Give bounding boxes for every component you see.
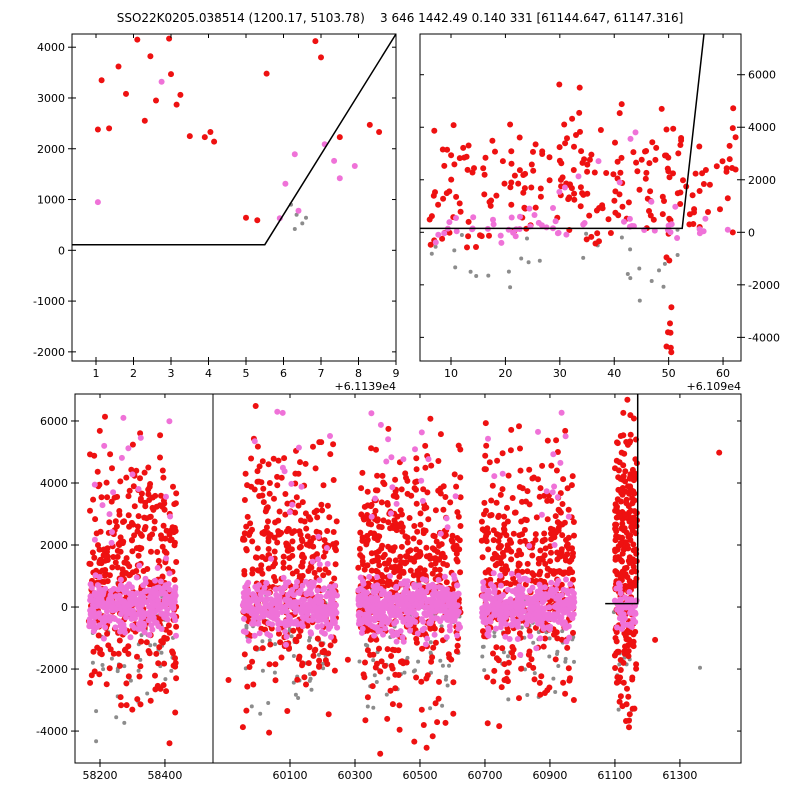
x-tick-label: 60: [716, 367, 730, 380]
x-tick-label: 58200: [83, 769, 118, 782]
scatter-points: [420, 34, 739, 356]
y-tick-label: 2000: [40, 539, 68, 552]
y-tick-label: 0: [61, 601, 68, 614]
x-tick-label: 30: [553, 367, 567, 380]
x-tick-label: 8: [355, 367, 362, 380]
y-tick-label: 4000: [748, 121, 776, 134]
y-tick-label: 4000: [37, 41, 65, 54]
x-tick-label: 61300: [662, 769, 697, 782]
x-tick-label: 60700: [467, 769, 502, 782]
y-tick-label: -4000: [36, 725, 68, 738]
x-tick-label: 58400: [147, 769, 182, 782]
y-tick-label: 2000: [748, 174, 776, 187]
x-offset-label: +6.109e4: [687, 380, 741, 393]
x-tick-label: 2: [130, 367, 137, 380]
x-tick-label: 50: [662, 367, 676, 380]
x-tick-label: 3: [168, 367, 175, 380]
axes-frame: [71, 33, 397, 362]
y-tick-label: 0: [748, 226, 755, 239]
x-tick-label: 61100: [597, 769, 632, 782]
y-tick-label: -2000: [33, 346, 65, 359]
axes-frame: [419, 33, 742, 362]
chart-bottom: 58200 58400 60100 60300 60500 60700 60900 61100…: [36, 393, 742, 782]
x-tick-label: 10: [444, 367, 458, 380]
chart-top-right: 10 20 30 40 50 60 -4000 -2000 0 2000 4000 6000 +6.10…: [419, 33, 780, 393]
threshold-line: [420, 34, 705, 230]
chart-top-left: 1 2 3 4 5 6 7 8 9 -2000 -1000 0 1000 2000 3000 4000 +6.1…: [33, 33, 400, 393]
x-tick-label: 1: [93, 367, 100, 380]
x-tick-label: 20: [498, 367, 512, 380]
x-tick-label: 7: [318, 367, 325, 380]
threshold-line: [72, 34, 396, 246]
scatter-points: [72, 34, 396, 246]
y-tick-label: 1000: [37, 194, 65, 207]
x-offset-label: +6.1139e4: [335, 380, 396, 393]
x-tick-label: 5: [243, 367, 250, 380]
y-tick-label: -2000: [748, 279, 780, 292]
threshold-line: [605, 394, 639, 605]
y-tick-label: 6000: [748, 69, 776, 82]
y-tick-label: 2000: [37, 143, 65, 156]
y-tick-label: -2000: [36, 663, 68, 676]
x-tick-label: 4: [205, 367, 212, 380]
axes-frame: [74, 393, 742, 764]
y-tick-label: 4000: [40, 477, 68, 490]
y-tick-label: -4000: [748, 331, 780, 344]
x-tick-label: 60300: [337, 769, 372, 782]
scatter-points: [85, 394, 723, 757]
y-tick-label: 3000: [37, 92, 65, 105]
x-tick-label: 9: [393, 367, 400, 380]
y-tick-label: -1000: [33, 295, 65, 308]
x-tick-label: 60500: [402, 769, 437, 782]
y-tick-label: 0: [58, 244, 65, 257]
y-tick-label: 6000: [40, 415, 68, 428]
x-tick-label: 40: [607, 367, 621, 380]
x-tick-label: 6: [280, 367, 287, 380]
x-tick-label: 60100: [273, 769, 308, 782]
figure-title: SSO22K0205.038514 (1200.17, 5103.78) 3 6…: [116, 11, 684, 25]
x-tick-label: 60900: [532, 769, 567, 782]
